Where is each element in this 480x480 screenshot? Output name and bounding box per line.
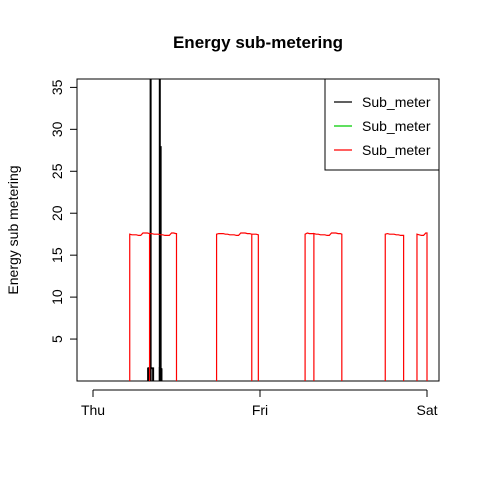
legend: Sub_meter Sub_meter Sub_meter <box>324 78 440 171</box>
series-3-segment-1 <box>129 232 178 381</box>
y-tick-label-10: 10 <box>49 289 65 305</box>
y-tick-label-15: 15 <box>49 247 65 263</box>
series-1 <box>147 79 163 381</box>
y-tick-label-35: 35 <box>49 79 65 95</box>
y-tick-label-5: 5 <box>49 335 65 343</box>
x-tick-label-fri: Fri <box>252 402 268 418</box>
y-tick-label-20: 20 <box>49 205 65 221</box>
series-layer <box>129 79 428 381</box>
legend-label-1: Sub_meter <box>362 94 431 110</box>
series-3-segment-2 <box>215 232 259 381</box>
x-axis: Thu Fri Sat <box>81 389 438 418</box>
y-axis: 5 10 15 20 25 30 35 <box>49 79 77 343</box>
series-3-segment-3 <box>304 232 343 381</box>
legend-box <box>324 78 440 171</box>
chart-title: Energy sub-metering <box>173 33 343 52</box>
legend-label-3: Sub_meter <box>362 142 431 158</box>
y-axis-label: Energy sub metering <box>5 165 21 294</box>
x-tick-label-thu: Thu <box>81 402 105 418</box>
series-3-segment-4 <box>384 232 405 381</box>
legend-label-2: Sub_meter <box>362 118 431 134</box>
series-3-segment-5 <box>416 232 428 381</box>
plot-area <box>76 78 440 382</box>
y-tick-label-25: 25 <box>49 163 65 179</box>
x-tick-label-sat: Sat <box>416 402 437 418</box>
series-3 <box>129 232 428 381</box>
y-tick-label-30: 30 <box>49 121 65 137</box>
